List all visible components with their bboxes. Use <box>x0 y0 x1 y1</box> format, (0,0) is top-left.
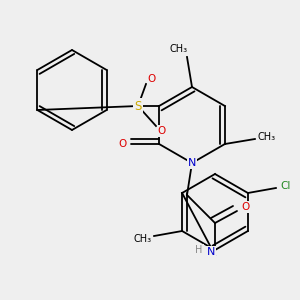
Text: S: S <box>134 100 142 112</box>
Text: H: H <box>195 245 203 255</box>
Text: O: O <box>241 202 249 212</box>
Text: CH₃: CH₃ <box>258 132 276 142</box>
Text: Cl: Cl <box>281 181 291 191</box>
Text: O: O <box>158 126 166 136</box>
Text: N: N <box>207 247 215 257</box>
Text: N: N <box>188 158 196 168</box>
Text: CH₃: CH₃ <box>170 44 188 54</box>
Text: O: O <box>118 139 126 149</box>
Text: O: O <box>148 74 156 84</box>
Text: CH₃: CH₃ <box>133 234 151 244</box>
